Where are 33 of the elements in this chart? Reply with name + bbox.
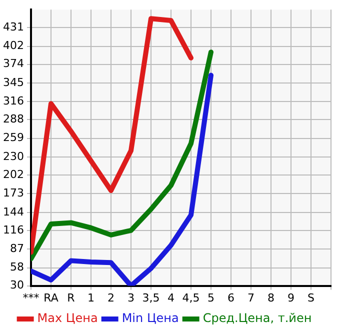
- x-tick-label: 7: [248, 291, 254, 304]
- x-tick-label: 4: [168, 291, 174, 304]
- x-tick-label: RA: [44, 291, 59, 304]
- x-tick-label: S: [308, 291, 315, 304]
- y-tick-label: 402: [2, 39, 24, 52]
- x-tick-label: ***: [22, 291, 40, 304]
- y-tick-label: 173: [2, 186, 24, 200]
- x-tick-label: 2: [107, 291, 114, 304]
- y-tick-label: 144: [2, 205, 24, 218]
- y-tick-label: 58: [10, 260, 24, 274]
- x-tick-label: 3,5: [142, 291, 160, 304]
- y-tick-label: 431: [2, 20, 24, 34]
- y-tick-label: 259: [2, 131, 24, 144]
- x-tick-label: R: [67, 291, 76, 304]
- y-tick-label: 230: [2, 150, 24, 163]
- y-tick-label: 345: [2, 76, 24, 89]
- legend-label: Сред.Цена, т.йен: [202, 311, 312, 326]
- x-tick-label: 3: [127, 291, 134, 304]
- y-tick-label: 288: [2, 112, 24, 126]
- y-tick-label: 316: [2, 94, 24, 108]
- x-tick-label: 6: [228, 291, 234, 304]
- x-tick-label: 1: [87, 291, 94, 304]
- legend-label: Max Цена: [37, 311, 98, 326]
- y-tick-label: 374: [2, 57, 24, 70]
- y-tick-label: 30: [10, 278, 24, 292]
- x-tick-label: 8: [268, 291, 274, 304]
- x-tick-label: 5: [208, 291, 214, 304]
- x-tick-label: 9: [288, 291, 294, 304]
- legend-label: Min Цена: [122, 311, 179, 326]
- y-tick-label: 87: [10, 242, 24, 255]
- y-tick-label: 116: [2, 223, 24, 236]
- x-tick-label: 4,5: [182, 291, 200, 304]
- y-tick-label: 202: [2, 168, 24, 181]
